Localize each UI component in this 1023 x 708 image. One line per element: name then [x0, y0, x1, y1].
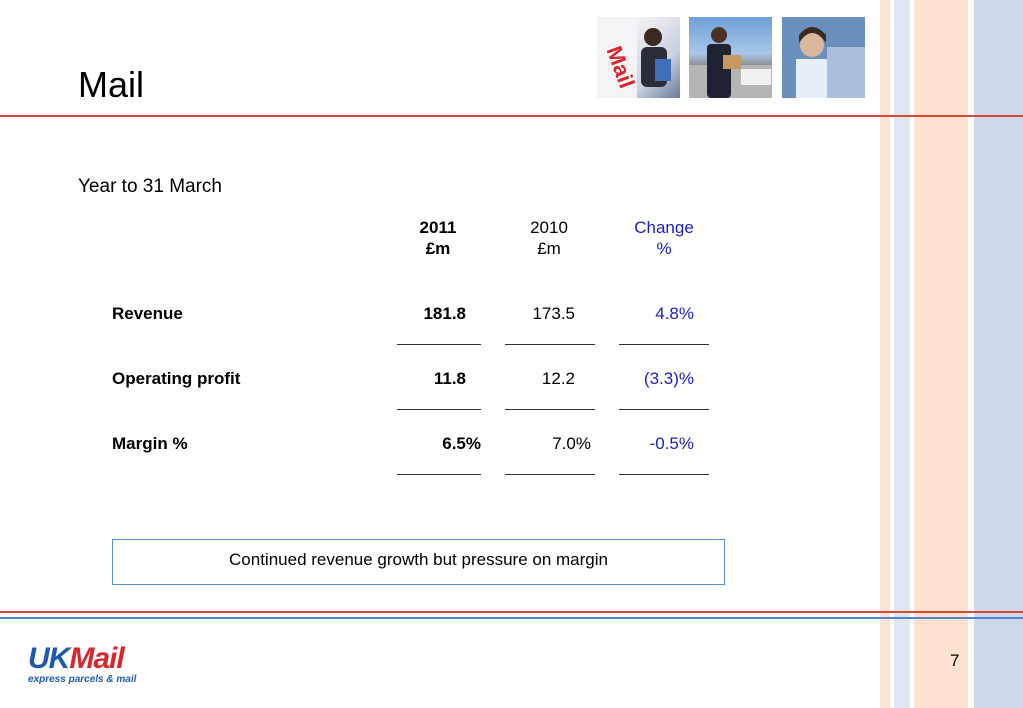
page-number: 7: [950, 651, 960, 670]
column-header-unit: %: [656, 239, 672, 258]
column-header-unit: £m: [425, 239, 451, 258]
operating-profit-change: (3.3)%: [643, 369, 694, 388]
margin-2011: 6.5%: [442, 434, 481, 453]
column-header-2011: 2011 £m: [408, 217, 468, 259]
row-divider: [505, 474, 595, 475]
decorative-stripe: [914, 0, 968, 708]
row-divider: [397, 344, 481, 345]
operating-profit-2011: 11.8: [433, 369, 466, 388]
title-divider: [0, 115, 1023, 117]
column-header-year: 2010: [530, 218, 568, 237]
decorative-stripe: [974, 0, 1023, 708]
decorative-stripe: [890, 0, 894, 708]
row-divider: [505, 409, 595, 410]
row-divider: [505, 344, 595, 345]
ukmail-logo: UKMail express parcels & mail: [28, 644, 158, 688]
margin-change: -0.5%: [649, 434, 694, 453]
column-header-2010: 2010 £m: [519, 217, 579, 259]
row-divider: [397, 474, 481, 475]
decorative-stripe: [894, 0, 910, 708]
courier-with-parcel-photo: [689, 17, 772, 98]
column-header-unit: £m: [537, 239, 561, 258]
footer-divider-blue: [0, 617, 1023, 619]
slide-title: Mail: [78, 64, 145, 106]
row-divider: [619, 474, 709, 475]
woman-at-desk-photo: [782, 17, 865, 98]
column-header-change: Change %: [625, 217, 703, 259]
row-divider: [619, 344, 709, 345]
mail-van-woman-photo: Mail: [597, 17, 680, 98]
row-divider: [397, 409, 481, 410]
revenue-2010: 173.5: [532, 304, 575, 323]
operating-profit-2010: 12.2: [541, 369, 575, 388]
row-divider: [619, 409, 709, 410]
footer-divider-red: [0, 611, 1023, 613]
summary-note-box: Continued revenue growth but pressure on…: [112, 539, 725, 585]
decorative-stripe: [968, 0, 974, 708]
margin-2010: 7.0%: [552, 434, 591, 453]
column-header-label: Change: [634, 218, 694, 237]
column-header-year: 2011: [419, 218, 457, 237]
row-label-margin: Margin %: [112, 434, 188, 453]
logo-wordmark: UKMail: [28, 642, 125, 675]
summary-note-text: Continued revenue growth but pressure on…: [229, 550, 608, 569]
decorative-stripe: [880, 0, 890, 708]
period-subtitle: Year to 31 March: [78, 176, 222, 197]
row-label-revenue: Revenue: [112, 304, 183, 323]
revenue-change: 4.8%: [655, 304, 694, 323]
decorative-stripe: [910, 0, 914, 708]
logo-tagline: express parcels & mail: [28, 674, 137, 685]
row-label-operating-profit: Operating profit: [112, 369, 241, 388]
revenue-2011: 181.8: [423, 304, 466, 323]
